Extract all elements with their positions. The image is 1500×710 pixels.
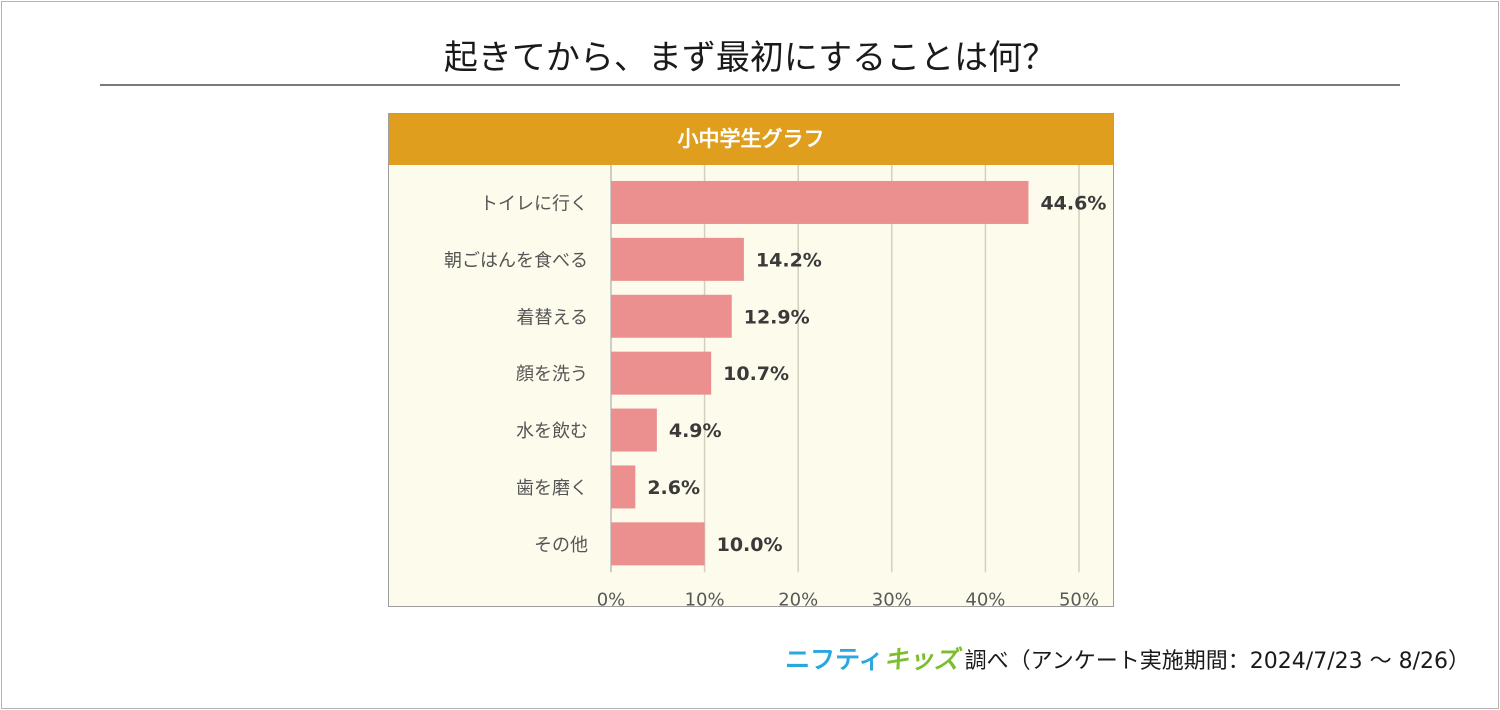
- x-tick-label: 30%: [872, 589, 912, 606]
- data-label: 4.9%: [669, 420, 722, 442]
- x-tick-label: 50%: [1059, 589, 1099, 606]
- data-label: 2.6%: [647, 477, 700, 499]
- data-label: 44.6%: [1040, 192, 1106, 214]
- bar-chart: トイレに行く 44.6% 朝ごはんを食べる 14.2% 着替える 12.9% 顔を洗う 10.…: [444, 165, 1106, 606]
- bar: [611, 408, 657, 452]
- bar: [611, 351, 712, 395]
- bar: [611, 465, 636, 509]
- category-label: 歯を磨く: [516, 478, 588, 499]
- category-label: 水を飲む: [516, 421, 588, 442]
- title-divider: [100, 84, 1400, 86]
- x-tick-label: 40%: [965, 589, 1005, 606]
- data-label: 12.9%: [744, 306, 810, 328]
- category-label: 着替える: [517, 307, 588, 328]
- data-label: 10.7%: [723, 363, 789, 385]
- bar: [611, 180, 1029, 224]
- bar: [611, 522, 705, 566]
- brand-logo: ニフティキッズ: [785, 645, 959, 674]
- chart-panel: 小中学生グラフ トイレに行く 44.6% 朝ごはんを食べる 14.2% 着替える 12.9…: [388, 113, 1114, 607]
- category-label: トイレに行く: [480, 193, 588, 214]
- survey-period-text: 調べ（アンケート実施期間：2024/7/23 ～ 8/26）: [964, 649, 1470, 674]
- bar: [611, 294, 732, 338]
- page-title: 起きてから、まず最初にすることは何？: [443, 38, 1057, 78]
- data-label: 10.0%: [717, 534, 783, 556]
- x-tick-label: 0%: [597, 589, 626, 606]
- category-label: 顔を洗う: [516, 364, 588, 385]
- x-tick-label: 10%: [685, 589, 725, 606]
- x-tick-label: 20%: [778, 589, 818, 606]
- category-label: 朝ごはんを食べる: [444, 250, 588, 271]
- brand-logo-part1: ニフティ: [785, 645, 884, 674]
- chart-title: 小中学生グラフ: [389, 114, 1113, 165]
- source-footer: ニフティキッズ 調べ（アンケート実施期間：2024/7/23 ～ 8/26）: [785, 640, 1470, 676]
- data-label: 14.2%: [756, 249, 822, 271]
- bar: [611, 237, 744, 281]
- category-label: その他: [534, 535, 588, 556]
- brand-logo-part2: キッズ: [883, 645, 959, 674]
